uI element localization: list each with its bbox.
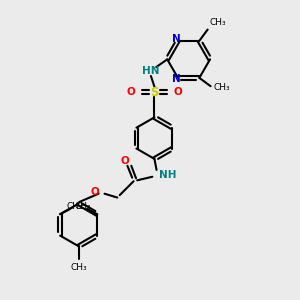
Text: CH₃: CH₃ bbox=[74, 202, 91, 211]
Text: O: O bbox=[91, 187, 100, 196]
Text: O: O bbox=[173, 87, 182, 97]
Text: HN: HN bbox=[142, 66, 160, 76]
Text: CH₃: CH₃ bbox=[209, 18, 226, 27]
Text: N: N bbox=[172, 74, 181, 84]
Text: O: O bbox=[120, 156, 129, 166]
Text: CH₃: CH₃ bbox=[70, 263, 87, 272]
Text: CH₃: CH₃ bbox=[67, 202, 83, 211]
Text: S: S bbox=[150, 85, 159, 98]
Text: O: O bbox=[127, 87, 136, 97]
Text: N: N bbox=[172, 34, 181, 44]
Text: NH: NH bbox=[159, 170, 176, 180]
Text: CH₃: CH₃ bbox=[213, 83, 230, 92]
